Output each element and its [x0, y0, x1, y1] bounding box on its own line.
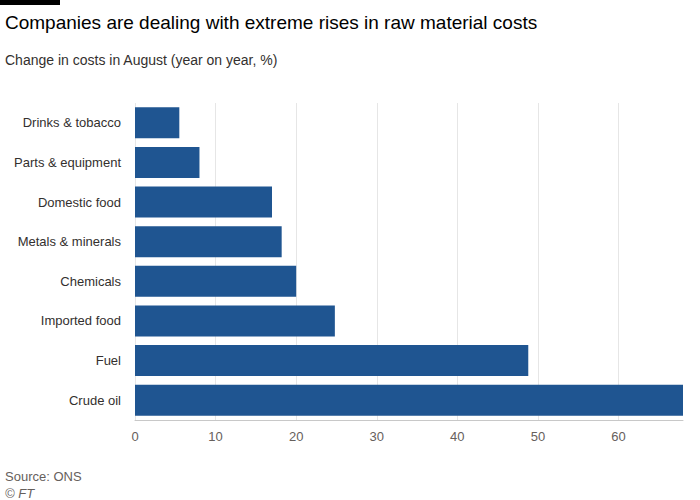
svg-text:30: 30 [370, 429, 384, 444]
svg-text:0: 0 [131, 429, 138, 444]
svg-text:Domestic food: Domestic food [38, 195, 121, 210]
svg-text:Crude oil: Crude oil [69, 393, 121, 408]
svg-text:Imported food: Imported food [41, 313, 121, 328]
svg-text:Drinks & tobacco: Drinks & tobacco [23, 115, 121, 130]
svg-text:Change in costs in August (yea: Change in costs in August (year on year,… [5, 52, 277, 68]
svg-text:Source: ONS: Source: ONS [5, 469, 82, 484]
svg-text:Parts & equipment: Parts & equipment [14, 155, 121, 170]
svg-text:60: 60 [611, 429, 625, 444]
svg-text:Metals & minerals: Metals & minerals [18, 234, 122, 249]
svg-text:50: 50 [531, 429, 545, 444]
svg-text:Chemicals: Chemicals [60, 274, 121, 289]
svg-text:© FT: © FT [5, 486, 35, 500]
svg-text:Companies are dealing with ext: Companies are dealing with extreme rises… [5, 12, 537, 33]
svg-text:20: 20 [289, 429, 303, 444]
svg-text:10: 10 [208, 429, 222, 444]
svg-text:Fuel: Fuel [96, 353, 121, 368]
svg-text:40: 40 [450, 429, 464, 444]
